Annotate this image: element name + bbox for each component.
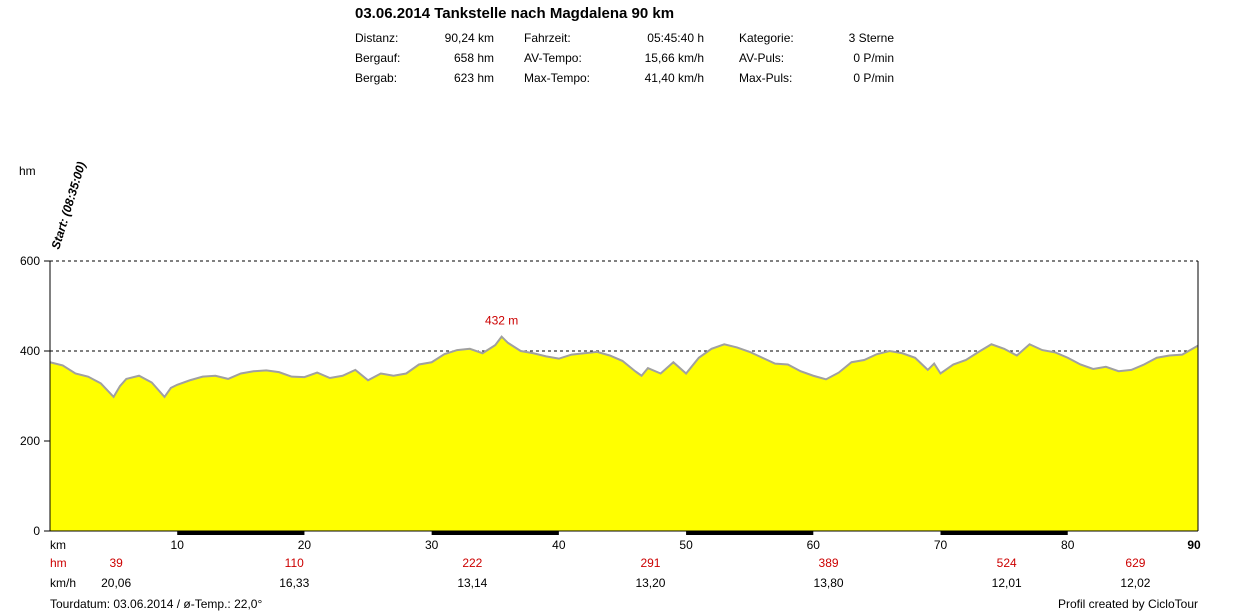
x-tick-label: 90 bbox=[1187, 538, 1201, 552]
hm-value: 39 bbox=[109, 556, 123, 570]
km-segment bbox=[177, 531, 305, 535]
elevation-line bbox=[49, 335, 1199, 399]
x-axis-label: km bbox=[50, 538, 66, 552]
stat-value-fahrzeit: 05:45:40 h bbox=[647, 31, 704, 45]
stat-label-max-puls: Max-Puls: bbox=[739, 71, 793, 85]
stat-value-distanz: 90,24 km bbox=[444, 31, 494, 45]
speed-value: 20,06 bbox=[101, 576, 131, 590]
stat-value-bergab: 623 hm bbox=[453, 71, 494, 85]
speed-row-label: km/h bbox=[50, 576, 76, 590]
x-tick-label: 80 bbox=[1061, 538, 1075, 552]
stat-value-bergauf: 658 hm bbox=[453, 51, 494, 65]
km-segment bbox=[686, 531, 814, 535]
stat-label-av-puls: AV-Puls: bbox=[739, 51, 785, 65]
stat-label-fahrzeit: Fahrzeit: bbox=[524, 31, 571, 45]
x-tick-label: 20 bbox=[298, 538, 312, 552]
stat-value-max-puls: 0 P/min bbox=[853, 71, 894, 85]
hm-value: 389 bbox=[819, 556, 839, 570]
y-axis-label: hm bbox=[19, 164, 36, 178]
stat-label-max-tempo: Max-Tempo: bbox=[524, 71, 591, 85]
hm-value: 524 bbox=[997, 556, 1017, 570]
stat-label-bergab: Bergab: bbox=[355, 71, 398, 85]
chart-title: 03.06.2014 Tankstelle nach Magdalena 90 … bbox=[355, 5, 675, 22]
speed-value: 13,14 bbox=[457, 576, 487, 590]
y-tick-label: 200 bbox=[20, 434, 40, 448]
speed-value: 13,80 bbox=[814, 576, 844, 590]
speed-value: 16,33 bbox=[279, 576, 309, 590]
km-segment bbox=[940, 531, 1068, 535]
stat-value-kategorie: 3 Sterne bbox=[848, 31, 894, 45]
peak-label: 432 m bbox=[485, 314, 518, 328]
speed-value: 13,20 bbox=[635, 576, 665, 590]
elevation-area bbox=[50, 336, 1198, 531]
x-tick-label: 10 bbox=[171, 538, 185, 552]
hm-value: 629 bbox=[1125, 556, 1145, 570]
x-tick-label: 60 bbox=[807, 538, 821, 552]
x-tick-label: 40 bbox=[552, 538, 566, 552]
y-tick-label: 0 bbox=[33, 524, 40, 538]
stat-value-av-puls: 0 P/min bbox=[853, 51, 894, 65]
start-label: Start: (08:35:00) bbox=[48, 160, 88, 251]
hm-value: 291 bbox=[640, 556, 660, 570]
x-tick-label: 70 bbox=[934, 538, 948, 552]
stat-label-kategorie: Kategorie: bbox=[739, 31, 794, 45]
stat-label-distanz: Distanz: bbox=[355, 31, 399, 45]
y-tick-label: 600 bbox=[20, 254, 40, 268]
speed-value: 12,02 bbox=[1120, 576, 1150, 590]
y-tick-label: 400 bbox=[20, 344, 40, 358]
stat-label-av-tempo: AV-Tempo: bbox=[524, 51, 582, 65]
stat-value-max-tempo: 41,40 km/h bbox=[644, 71, 704, 85]
stat-value-av-tempo: 15,66 km/h bbox=[644, 51, 704, 65]
x-tick-label: 50 bbox=[679, 538, 693, 552]
km-segment bbox=[431, 531, 559, 535]
speed-value: 12,01 bbox=[992, 576, 1022, 590]
hm-value: 222 bbox=[462, 556, 482, 570]
hm-value: 110 bbox=[285, 556, 304, 570]
footer-credit: Profil created by CicloTour bbox=[1057, 597, 1198, 611]
x-tick-label: 30 bbox=[425, 538, 439, 552]
hm-row-label: hm bbox=[50, 556, 67, 570]
footer-tour-info: Tourdatum: 03.06.2014 / ø-Temp.: 22,0° bbox=[50, 597, 263, 611]
stat-label-bergauf: Bergauf: bbox=[355, 51, 401, 65]
